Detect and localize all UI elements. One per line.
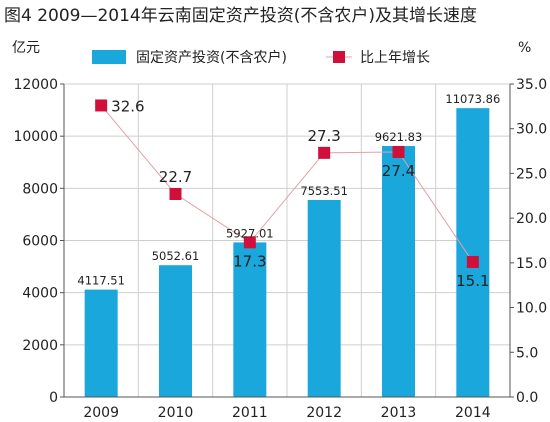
y-left-tick-label: 4000: [22, 286, 58, 302]
growth-marker-2014: [466, 255, 479, 268]
growth-value-label: 27.4: [382, 162, 415, 180]
growth-line: [100, 105, 474, 263]
y-right-tick-label: 35.0: [516, 77, 547, 93]
growth-marker-2010: [169, 187, 182, 200]
bar-value-label: 5052.61: [152, 249, 200, 263]
bar-2012: [307, 199, 341, 397]
growth-value-label: 32.6: [111, 97, 144, 115]
y-left-tick-label: 8000: [22, 181, 58, 197]
x-tick-label: 2009: [83, 405, 119, 421]
y-left-tick-label: 6000: [22, 234, 58, 250]
growth-marker-2009: [95, 99, 108, 112]
x-tick-label: 2012: [306, 405, 342, 421]
bar-2010: [159, 265, 192, 397]
chart-title: 图4 2009—2014年云南固定资产投资(不含农户)及其增长速度: [4, 6, 477, 26]
legend-bar-label: 固定资产投资(不含农户): [136, 49, 287, 66]
growth-marker-2011: [243, 236, 256, 249]
bar-value-label: 7553.51: [300, 184, 348, 198]
growth-value-label: 15.1: [456, 272, 489, 290]
y-right-tick-label: 0.0: [516, 390, 538, 406]
y-left-tick-label: 10000: [13, 129, 58, 145]
bar-value-label: 11073.86: [445, 92, 500, 106]
growth-marker-2012: [318, 146, 331, 159]
legend: 固定资产投资(不含农户) 比上年增长: [92, 49, 430, 66]
growth-marker-2013: [392, 145, 405, 158]
bar-2014: [456, 108, 490, 398]
data-labels: 4117.51 5052.61 5927.01 7553.51 9621.83 11073…: [77, 92, 500, 290]
growth-value-label: 22.7: [159, 168, 192, 186]
growth-value-label: 27.3: [307, 127, 340, 145]
y-left-tick-label: 12000: [13, 77, 58, 93]
legend-line-label: 比上年增长: [360, 50, 430, 66]
bar-value-label: 9621.83: [375, 130, 423, 144]
y-right-tick-label: 25.0: [516, 166, 547, 182]
legend-bar-swatch: [92, 50, 126, 64]
bar-value-label: 4117.51: [77, 274, 125, 288]
x-tick-label: 2011: [232, 405, 268, 421]
y-right-tick-label: 10.0: [516, 301, 547, 317]
left-axis-unit: 亿元: [12, 40, 40, 56]
y-right-tick-label: 15.0: [516, 256, 547, 272]
growth-value-label: 17.3: [233, 252, 266, 270]
bar-series: [84, 108, 490, 398]
gridlines: [64, 83, 510, 397]
y-right-tick-label: 20.0: [516, 211, 547, 227]
y-right-tick-label: 5.0: [516, 345, 538, 361]
y-left-tick-label: 0: [49, 390, 58, 406]
x-tick-label: 2013: [381, 405, 417, 421]
y-right-tick-label: 30.0: [516, 122, 547, 138]
legend-line-marker: [333, 51, 345, 63]
right-axis-unit: %: [518, 40, 531, 56]
axes: 0 2000 4000 6000 8000 10000 12000 0.0 5.0 10.0 15.…: [13, 77, 547, 421]
x-tick-label: 2014: [455, 405, 491, 421]
bar-value-label: 5927.01: [226, 226, 274, 240]
bar-2013: [382, 146, 415, 397]
x-tick-label: 2010: [158, 405, 194, 421]
bar-2009: [84, 289, 118, 397]
line-series: [95, 99, 479, 268]
y-left-tick-label: 2000: [22, 338, 58, 354]
bar-2011: [233, 242, 267, 397]
